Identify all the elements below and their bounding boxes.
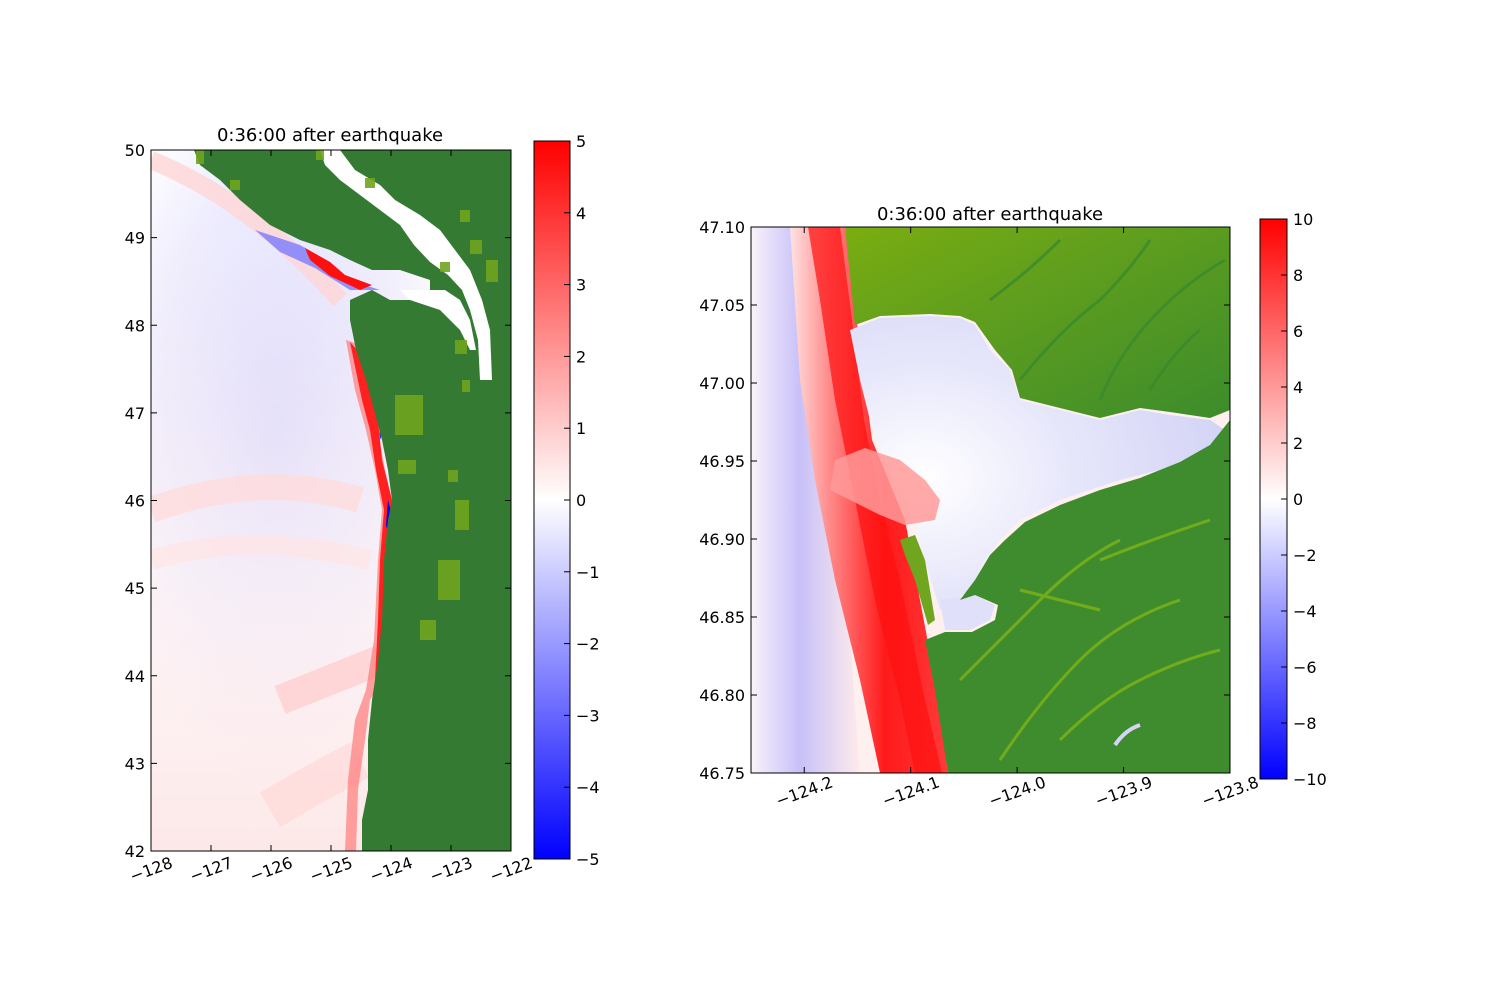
y-tick-label: 46 [125,492,145,511]
y-tick-label: 44 [125,667,145,686]
colorbar-tick-label: 10 [1293,210,1313,229]
colorbar-tick-label: 4 [576,204,586,223]
x-tick-label: −124.2 [773,772,835,810]
y-tick-label: 47.05 [699,296,745,315]
y-tick-label: 47 [125,404,145,423]
colorbar-tick-label: 2 [1293,434,1303,453]
local-map-frame [750,226,1231,774]
local-colorbar-ticks: −10 −8 −6 −4 −2 0 2 4 6 8 10 [1281,210,1327,789]
y-tick-label: 49 [125,229,145,248]
y-tick-label: 47.00 [699,374,745,393]
colorbar-tick-label: 2 [576,347,586,366]
y-tick-label: 45 [125,579,145,598]
y-tick-label: 46.80 [699,686,745,705]
colorbar-tick-label: 0 [576,491,586,510]
colorbar-tick-label: 4 [1293,378,1303,397]
colorbar-tick-label: −5 [576,850,600,869]
x-tick-label: −124.1 [880,772,942,810]
regional-map-image [151,150,511,851]
y-tick-label: 43 [125,754,145,773]
colorbar-tick-label: 5 [576,132,586,151]
colorbar-tick-label: −4 [576,778,600,797]
regional-map-title: 0:36:00 after earthquake [217,125,443,146]
x-tick-label: −124 [367,853,415,886]
local-colorbar: −10 −8 −6 −4 −2 0 2 4 6 8 10 [1259,210,1327,789]
y-tick-label: 42 [125,842,145,861]
x-tick-label: −123.9 [1093,772,1155,810]
local-map-title: 0:36:00 after earthquake [877,204,1103,225]
colorbar-tick-label: −1 [576,563,600,582]
colorbar-tick-label: −2 [1293,546,1317,565]
x-tick-label: −122 [487,853,535,886]
x-tick-label: −123 [427,853,475,886]
colorbar-tick-label: −4 [1293,602,1317,621]
y-tick-label: 46.95 [699,452,745,471]
y-tick-label: 50 [125,141,145,160]
colorbar-tick-label: −6 [1293,658,1317,677]
y-tick-label: 47.10 [699,218,745,237]
local-map-plot: 0:36:00 after earthquake −124.2 −124.1 −12… [699,204,1261,811]
regional-colorbar: −5 −4 −3 −2 −1 0 1 2 3 4 5 [533,132,600,869]
colorbar-tick-label: 1 [576,419,586,438]
colorbar-tick-label: 0 [1293,490,1303,509]
regional-map-plot: 0:36:00 after earthquake −128 −127 −126 −12… [125,125,535,886]
colorbar-tick-label: −8 [1293,714,1317,733]
y-tick-label: 48 [125,316,145,335]
colorbar-tick-label: −10 [1293,770,1327,789]
regional-colorbar-ticks: −5 −4 −3 −2 −1 0 1 2 3 4 5 [564,132,600,869]
x-tick-label: −125 [307,853,355,886]
colorbar-tick-label: 8 [1293,266,1303,285]
x-tick-label: −123.8 [1199,772,1261,810]
regional-map-y-axis: 42 43 44 45 46 47 48 49 50 [125,141,511,861]
x-tick-label: −126 [247,853,295,886]
local-map-image [751,227,1230,773]
colorbar-tick-label: 3 [576,276,586,295]
colorbar-tick-label: 6 [1293,322,1303,341]
y-tick-label: 46.75 [699,764,745,783]
x-tick-label: −124.0 [986,772,1048,810]
colorbar-tick-label: −2 [576,635,600,654]
local-map-y-axis: 46.75 46.80 46.85 46.90 46.95 47.00 47.05 47.10 [699,218,1230,783]
y-tick-label: 46.85 [699,608,745,627]
y-tick-label: 46.90 [699,530,745,549]
x-tick-label: −127 [187,853,235,886]
colorbar-tick-label: −3 [576,706,600,725]
